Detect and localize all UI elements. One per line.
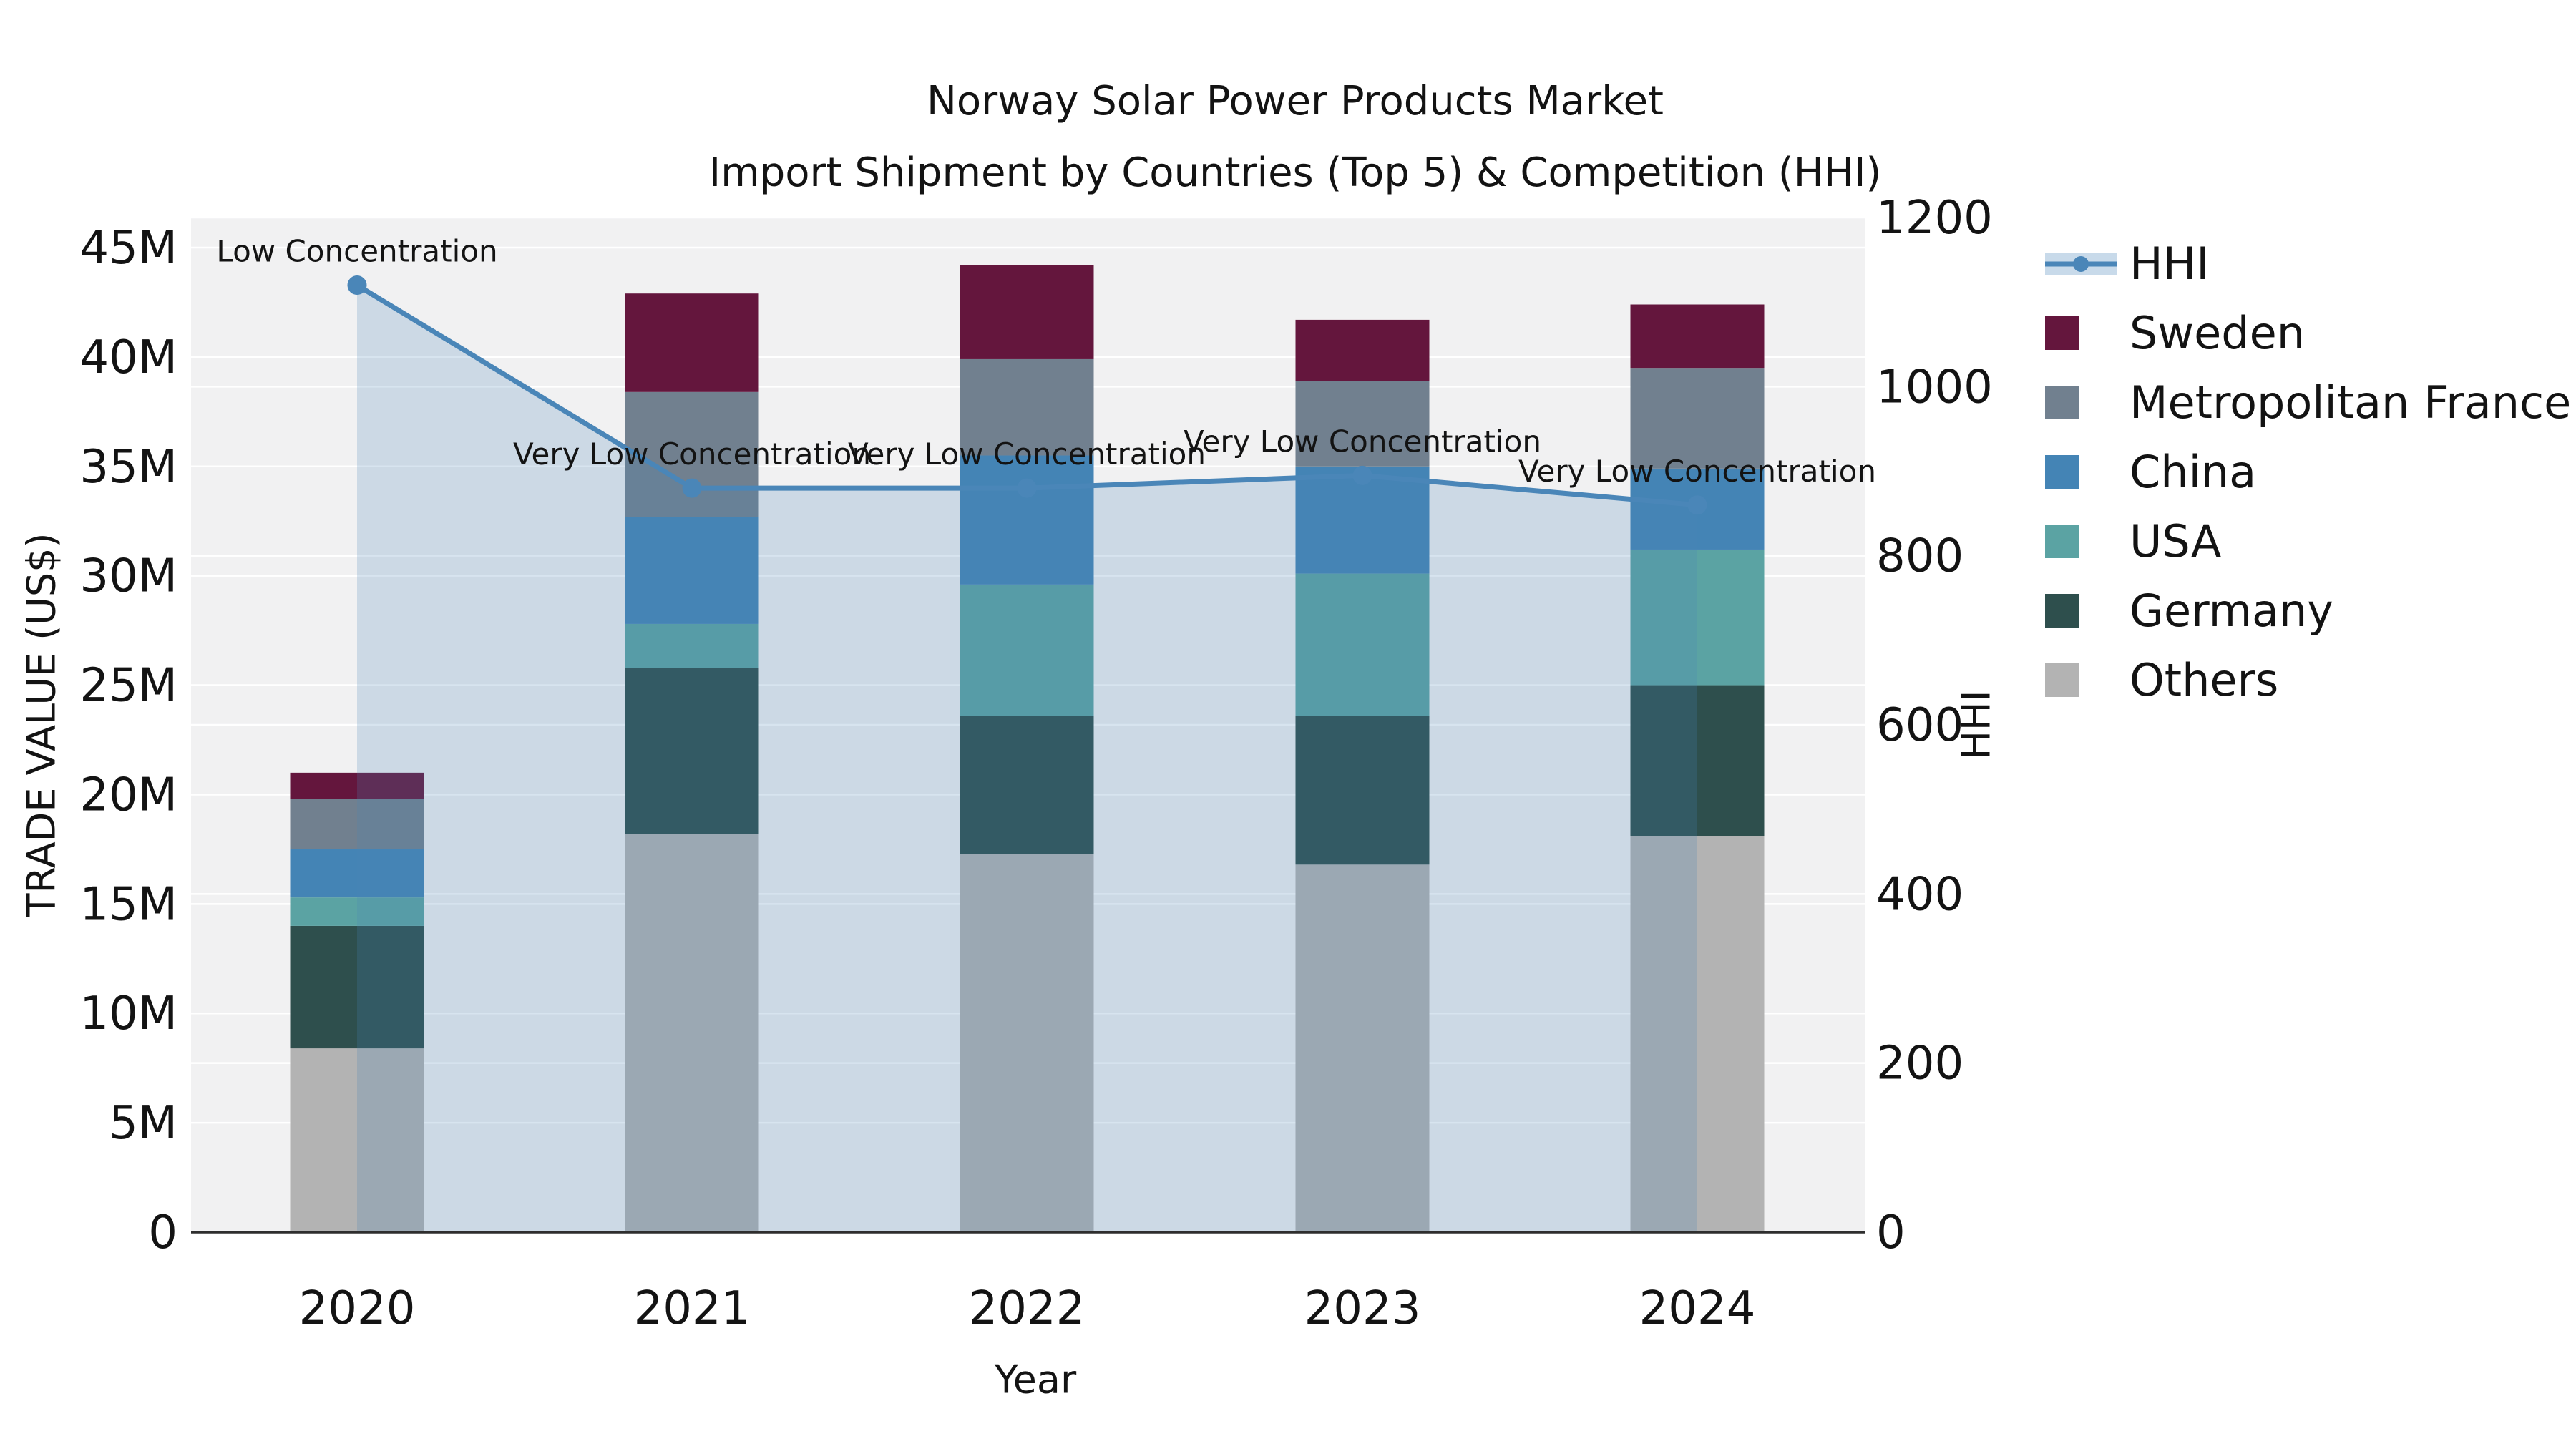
left-tick-label-10M: 10M	[79, 987, 177, 1040]
right-tick-label-200: 200	[1876, 1038, 1963, 1091]
annotation-label-2023: Very Low Concentration	[1184, 424, 1541, 459]
swatch-others	[2045, 663, 2079, 697]
legend-swatch-icon	[2045, 663, 2117, 697]
right-tick-label-400: 400	[1876, 868, 1963, 921]
bar-segment-others-2023	[1295, 864, 1430, 1232]
annotation-label-2024: Very Low Concentration	[1518, 454, 1876, 489]
legend-item-germany: Germany	[2045, 576, 2571, 645]
x-tick-label-2024: 2024	[1639, 1282, 1756, 1335]
bar-segment-germany-2023	[1295, 716, 1430, 865]
legend-label-sweden: Sweden	[2129, 307, 2306, 359]
bar-segment-usa-2020	[290, 897, 424, 926]
swatch-sweden	[2045, 316, 2079, 350]
bar-segment-sweden-2021	[625, 293, 759, 392]
left-tick-label-35M: 35M	[79, 441, 177, 494]
bar-segment-others-2024	[1630, 836, 1765, 1232]
left-axis-title: TRADE VALUE (US$)	[19, 532, 64, 917]
chart-title-block: Norway Solar Power Products Market Impor…	[0, 66, 2576, 209]
left-tick-label-15M: 15M	[79, 878, 177, 931]
bar-segment-others-2021	[625, 834, 759, 1232]
x-tick-label-2020: 2020	[299, 1282, 416, 1335]
bar-segment-metropolitan-france-2023	[1295, 381, 1430, 467]
left-tick-label-20M: 20M	[79, 769, 177, 821]
bar-segment-germany-2024	[1630, 685, 1765, 836]
hhi-point-2024	[1687, 495, 1707, 515]
chart-title: Norway Solar Power Products Market	[927, 78, 1664, 125]
legend-swatch-icon	[2045, 386, 2117, 419]
right-tick-label-0: 0	[1876, 1206, 1906, 1259]
legend-label-hhi: HHI	[2129, 238, 2210, 290]
bar-segment-others-2022	[960, 854, 1094, 1232]
x-tick-label-2022: 2022	[969, 1282, 1085, 1335]
legend-label-usa: USA	[2129, 515, 2222, 567]
hhi-point-2020	[347, 275, 367, 296]
legend-label-metropolitan-france: Metropolitan France	[2129, 376, 2572, 429]
swatch-germany	[2045, 594, 2079, 628]
bar-segment-germany-2021	[625, 668, 759, 834]
x-tick-label-2021: 2021	[634, 1282, 751, 1335]
swatch-usa	[2045, 525, 2079, 558]
left-tick-label-40M: 40M	[79, 331, 177, 384]
legend-item-sweden: Sweden	[2045, 298, 2571, 368]
left-tick-label-30M: 30M	[79, 550, 177, 603]
hhi-point-2022	[1017, 478, 1037, 498]
right-tick-label-1200: 1200	[1876, 192, 1993, 245]
legend-item-hhi: HHI	[2045, 229, 2571, 298]
legend-swatch-icon	[2045, 455, 2117, 489]
bar-segment-usa-2021	[625, 623, 759, 668]
legend-swatch-icon	[2045, 594, 2117, 628]
swatch-china	[2045, 455, 2079, 489]
left-tick-label-5M: 5M	[109, 1097, 177, 1150]
bar-segment-sweden-2022	[960, 265, 1094, 359]
swatch-metropolitan-france	[2045, 386, 2079, 419]
legend-swatch-icon	[2045, 316, 2117, 350]
left-tick-label-45M: 45M	[79, 222, 177, 275]
left-tick-label-25M: 25M	[79, 660, 177, 713]
annotation-label-2021: Very Low Concentration	[513, 436, 871, 472]
left-tick-label-0: 0	[148, 1206, 177, 1259]
right-tick-label-800: 800	[1876, 530, 1963, 583]
annotation-label-2020: Low Concentration	[216, 234, 497, 269]
bar-segment-usa-2023	[1295, 573, 1430, 716]
legend-label-china: China	[2129, 446, 2257, 498]
right-axis-title: HHI	[1953, 690, 1999, 760]
legend-label-germany: Germany	[2129, 585, 2333, 637]
bar-segment-china-2022	[960, 455, 1094, 585]
hhi-area	[357, 285, 1697, 1232]
bar-segment-china-2021	[625, 517, 759, 624]
legend-item-metropolitan-france: Metropolitan France	[2045, 368, 2571, 437]
bar-segment-germany-2020	[290, 925, 424, 1049]
legend: HHI Sweden Metropolitan France China USA Germ…	[2045, 229, 2571, 715]
bar-segment-sweden-2020	[290, 772, 424, 799]
bar-segment-germany-2022	[960, 716, 1094, 854]
right-tick-label-1000: 1000	[1876, 361, 1993, 414]
bar-segment-metropolitan-france-2022	[960, 358, 1094, 456]
x-tick-label-2023: 2023	[1304, 1282, 1421, 1335]
bar-segment-china-2020	[290, 849, 424, 898]
legend-item-china: China	[2045, 437, 2571, 507]
legend-item-others: Others	[2045, 645, 2571, 715]
bar-segment-others-2020	[290, 1048, 424, 1232]
right-tick-label-600: 600	[1876, 699, 1963, 752]
bar-segment-sweden-2023	[1295, 319, 1430, 381]
bar-segment-metropolitan-france-2024	[1630, 368, 1765, 469]
x-axis-title: Year	[994, 1357, 1077, 1402]
chart-subtitle: Import Shipment by Countries (Top 5) & C…	[708, 150, 1882, 196]
hhi-point-2023	[1352, 465, 1372, 485]
bar-segment-usa-2024	[1630, 549, 1765, 686]
legend-item-usa: USA	[2045, 507, 2571, 576]
legend-label-others: Others	[2129, 654, 2279, 706]
hhi-line-legend-icon	[2045, 247, 2117, 281]
annotation-label-2022: Very Low Concentration	[848, 436, 1206, 472]
bar-segment-sweden-2024	[1630, 304, 1765, 369]
bar-segment-metropolitan-france-2020	[290, 799, 424, 849]
hhi-point-2021	[682, 478, 702, 498]
bar-segment-usa-2022	[960, 584, 1094, 716]
legend-swatch-icon	[2045, 525, 2117, 558]
